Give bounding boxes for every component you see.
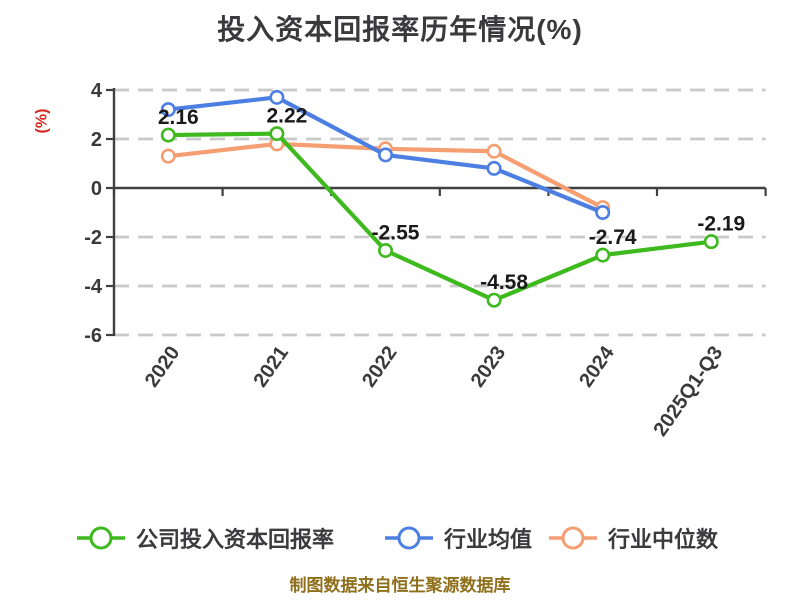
data-point-marker [486,160,502,176]
data-point-marker [377,242,393,258]
data-point-label: -4.58 [480,271,528,294]
data-point-label: 2.22 [266,105,307,128]
legend-marker-industry-median [549,526,597,550]
x-tick-label: 2021 [249,342,293,391]
data-source-note: 制图数据来自恒生聚源数据库 [289,576,511,595]
legend-label-industry-median: 行业中位数 [608,527,719,552]
data-point-marker [703,234,719,250]
data-point-marker [160,148,176,164]
data-point-marker [486,292,502,308]
data-point-marker [377,147,393,163]
data-point-marker [595,247,611,263]
legend-item-company: 公司投入资本回报率 [75,522,334,554]
legend-label-company: 公司投入资本回报率 [136,527,335,552]
chart-legend: 公司投入资本回报率 行业均值 行业中位数 [0,522,800,554]
y-tick-label: 4 [91,80,103,102]
data-point-marker [160,127,176,143]
y-tick-label: 2 [91,129,102,151]
chart-title: 投入资本回报率历年情况(%) [217,14,583,45]
x-tick-label: 2020 [141,342,185,391]
data-point-label: -2.74 [589,226,637,249]
y-tick-label: 0 [91,178,102,200]
x-tick-label: 2025Q1-Q3 [649,342,727,440]
legend-marker-company [77,526,125,550]
legend-item-industry-mean: 行业均值 [383,522,532,554]
legend-item-industry-median: 行业中位数 [547,522,718,554]
y-tick-label: -4 [84,276,103,298]
data-point-label: 2.16 [158,106,199,129]
legend-circle [561,526,585,550]
data-point-label: -2.55 [372,221,420,244]
data-point-marker [486,143,502,159]
data-point-marker [160,102,176,118]
data-point-marker [269,89,285,105]
y-tick-label: -2 [84,227,102,249]
x-tick-label: 2022 [358,342,402,391]
x-tick-label: 2023 [467,342,511,391]
legend-circle [89,526,113,550]
x-tick-label: 2024 [575,342,619,392]
legend-label-industry-mean: 行业均值 [444,527,533,552]
series-line-0 [166,131,714,303]
legend-marker-industry-mean [385,526,433,550]
data-point-marker [595,205,611,221]
data-point-marker [269,126,285,142]
data-point-label: -2.19 [697,213,745,236]
legend-circle [397,526,421,550]
y-tick-label: -6 [84,325,102,347]
